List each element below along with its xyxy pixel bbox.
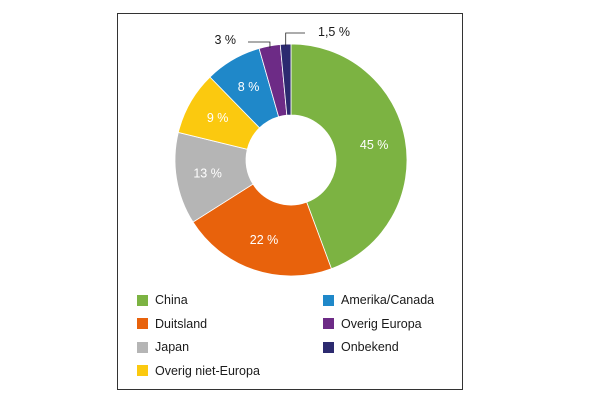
legend-swatch xyxy=(137,365,148,376)
legend-label: Overig Europa xyxy=(341,316,422,331)
slice-duitsland xyxy=(192,183,332,277)
legend-item-japan: Japan xyxy=(137,339,189,355)
legend-label: Onbekend xyxy=(341,340,399,354)
data-label-duitsland: 22 % xyxy=(250,233,279,247)
legend-swatch xyxy=(137,318,148,329)
data-label-china: 45 % xyxy=(360,138,389,152)
legend-item-onbekend: Onbekend xyxy=(323,339,399,355)
legend-item-amerika-canada: Amerika/Canada xyxy=(323,292,434,308)
leader-line-onbekend xyxy=(285,32,305,47)
data-label-overig-europa: 3 % xyxy=(214,33,236,47)
legend-swatch xyxy=(323,294,334,306)
legend-label: China xyxy=(155,293,188,307)
legend-item-duitsland: Duitsland xyxy=(137,316,207,332)
slice-china xyxy=(290,43,408,270)
data-label-amerika-canada: 8 % xyxy=(238,80,260,94)
legend-label: Duitsland xyxy=(155,316,208,331)
legend-item-china: China xyxy=(137,292,188,308)
data-label-overig-niet-europa: 9 % xyxy=(207,111,229,125)
data-label-onbekend: 1,5 % xyxy=(318,25,350,39)
leader-line-overig-europa xyxy=(248,41,271,48)
legend-swatch xyxy=(137,294,148,306)
legend-label: Amerika/Canada xyxy=(341,293,435,307)
legend-swatch xyxy=(323,341,334,353)
slice-onbekend xyxy=(279,43,292,116)
legend-label: Japan xyxy=(155,340,190,354)
data-label-japan: 13 % xyxy=(193,167,222,181)
legend-swatch xyxy=(323,318,334,329)
legend-item-overig-europa: Overig Europa xyxy=(323,316,422,332)
legend-item-overig-niet-europa: Overig niet-Europa xyxy=(137,363,260,379)
legend-swatch xyxy=(137,341,148,353)
chart-legend: China Duitsland Japan Overig niet-Europa Ame… xyxy=(137,292,457,382)
legend-label: Overig niet-Europa xyxy=(155,363,260,378)
